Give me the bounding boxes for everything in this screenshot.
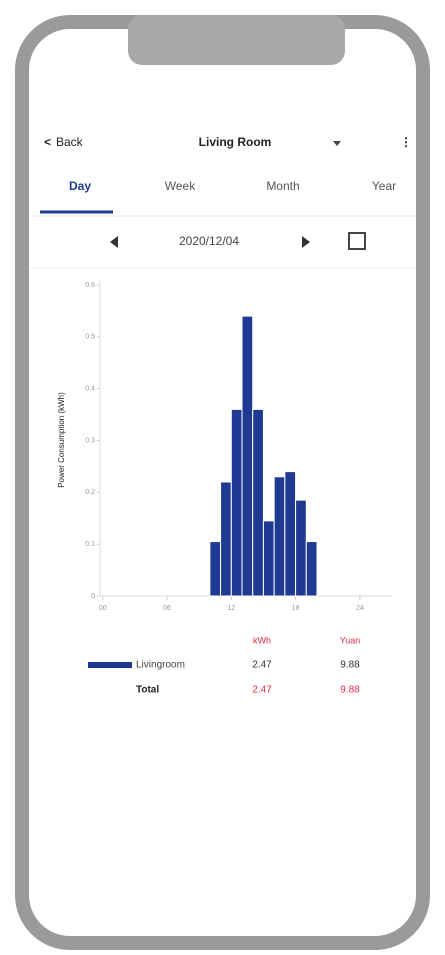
- x-tick-label: 12: [227, 605, 235, 612]
- back-chevron[interactable]: <: [44, 135, 51, 149]
- y-tick-label: 0.6: [85, 282, 95, 289]
- x-tick-label: 06: [163, 605, 171, 612]
- legend-swatch: [88, 662, 132, 668]
- calendar-icon[interactable]: [348, 232, 366, 250]
- room-title[interactable]: Living Room: [199, 135, 272, 149]
- prev-day[interactable]: [110, 236, 118, 248]
- tab[interactable]: Day: [69, 179, 91, 193]
- dropdown-icon[interactable]: [333, 141, 341, 146]
- legend-label: Livingroom: [136, 660, 185, 671]
- date-label[interactable]: 2020/12/04: [179, 234, 239, 248]
- bar: [230, 408, 243, 597]
- bar: [241, 315, 254, 597]
- x-tick-label: 24: [356, 605, 364, 612]
- y-tick-label: 0.4: [85, 386, 95, 393]
- bar: [295, 499, 307, 597]
- y-tick-label: 0.1: [85, 541, 95, 548]
- back-button[interactable]: Back: [56, 135, 84, 149]
- y-tick-label: 0.3: [85, 437, 95, 444]
- column-header: kWh: [253, 635, 271, 645]
- bar: [273, 476, 286, 597]
- row-label: Total: [136, 685, 159, 696]
- menu-icon[interactable]: ⋮: [400, 135, 412, 149]
- y-tick-label: 0: [91, 593, 95, 600]
- y-axis-label: Power Consumption (kWh): [57, 392, 66, 488]
- cell: 9.88: [340, 685, 360, 696]
- bar: [209, 541, 222, 597]
- column-header: Yuan: [340, 635, 361, 645]
- bar: [220, 481, 232, 597]
- cell: 9.88: [340, 660, 360, 671]
- y-tick-label: 0.2: [85, 489, 95, 496]
- bar: [305, 541, 318, 597]
- tab[interactable]: Week: [165, 179, 196, 193]
- bar: [284, 471, 297, 597]
- cell: 2.47: [252, 685, 272, 696]
- notch: [128, 15, 345, 65]
- tab[interactable]: Year: [372, 179, 396, 193]
- x-tick-label: 18: [292, 605, 300, 612]
- tab[interactable]: Month: [266, 179, 299, 193]
- next-day[interactable]: [302, 236, 310, 248]
- y-tick-label: 0.5: [85, 334, 95, 341]
- bar: [262, 520, 275, 597]
- cell: 2.47: [252, 660, 272, 671]
- bar: [252, 408, 264, 597]
- x-tick-label: 00: [99, 605, 107, 612]
